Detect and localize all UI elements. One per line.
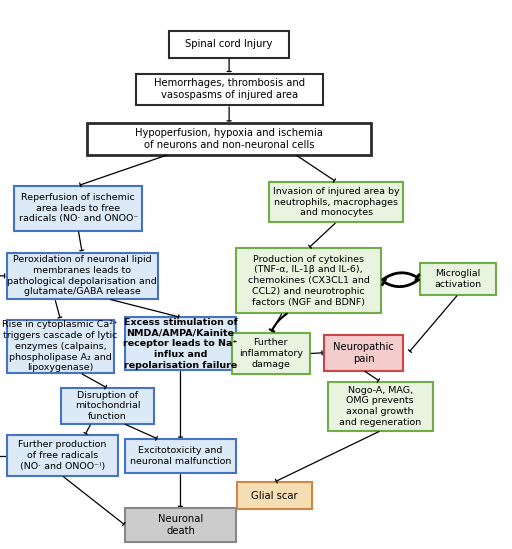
Text: Hemorrhages, thrombosis and
vasospasms of injured area: Hemorrhages, thrombosis and vasospasms o… — [154, 79, 305, 100]
FancyBboxPatch shape — [324, 335, 403, 371]
FancyBboxPatch shape — [125, 317, 236, 370]
Text: Rise in cytoplasmic Ca²⁺
triggers cascade of lytic
enzymes (calpains,
phospholip: Rise in cytoplasmic Ca²⁺ triggers cascad… — [3, 321, 118, 372]
FancyBboxPatch shape — [125, 508, 236, 542]
FancyBboxPatch shape — [125, 439, 236, 473]
Text: Excess stimulation of
NMDA/AMPA/Kainite
receptor leads to Na⁺
influx and
repolar: Excess stimulation of NMDA/AMPA/Kainite … — [123, 318, 238, 369]
Text: Disruption of
mitochondrial
function: Disruption of mitochondrial function — [75, 391, 140, 421]
Text: Glial scar: Glial scar — [251, 491, 298, 501]
Text: Further production
of free radicals
(NO· and ONOO⁻⁾): Further production of free radicals (NO·… — [18, 440, 106, 471]
FancyBboxPatch shape — [7, 320, 114, 373]
FancyBboxPatch shape — [136, 74, 323, 105]
FancyBboxPatch shape — [420, 263, 496, 295]
FancyBboxPatch shape — [237, 482, 312, 509]
FancyBboxPatch shape — [169, 31, 289, 58]
FancyBboxPatch shape — [14, 186, 142, 231]
FancyBboxPatch shape — [7, 435, 118, 476]
FancyBboxPatch shape — [61, 388, 154, 424]
FancyBboxPatch shape — [236, 248, 381, 313]
Text: Neuronal
death: Neuronal death — [158, 514, 203, 536]
Text: Microglial
activation: Microglial activation — [434, 269, 481, 289]
Text: Hypoperfusion, hypoxia and ischemia
of neurons and non-neuronal cells: Hypoperfusion, hypoxia and ischemia of n… — [135, 128, 323, 150]
Text: Invasion of injured area by
neutrophils, macrophages
and monocytes: Invasion of injured area by neutrophils,… — [273, 187, 399, 217]
FancyBboxPatch shape — [7, 253, 158, 299]
Text: Nogo-A, MAG,
OMG prevents
axonal growth
and regeneration: Nogo-A, MAG, OMG prevents axonal growth … — [339, 385, 421, 427]
Text: Excitotoxicity and
neuronal malfunction: Excitotoxicity and neuronal malfunction — [130, 446, 231, 466]
Text: Further
inflammatory
damage: Further inflammatory damage — [239, 338, 303, 369]
Text: Peroxidation of neuronal lipid
membranes leads to
pathological depolarisation an: Peroxidation of neuronal lipid membranes… — [7, 255, 157, 296]
FancyBboxPatch shape — [328, 382, 433, 431]
Text: Neuropathic
pain: Neuropathic pain — [333, 341, 394, 364]
Text: Spinal cord Injury: Spinal cord Injury — [185, 40, 273, 49]
Text: Production of cytokines
(TNF-α, IL-1β and IL-6),
chemokines (CX3CL1 and
CCL2) an: Production of cytokines (TNF-α, IL-1β an… — [247, 255, 370, 306]
FancyBboxPatch shape — [232, 333, 310, 374]
FancyBboxPatch shape — [87, 123, 371, 155]
FancyBboxPatch shape — [269, 182, 403, 222]
Text: Reperfusion of ischemic
area leads to free
radicals (NO· and ONOO⁻: Reperfusion of ischemic area leads to fr… — [18, 193, 138, 223]
